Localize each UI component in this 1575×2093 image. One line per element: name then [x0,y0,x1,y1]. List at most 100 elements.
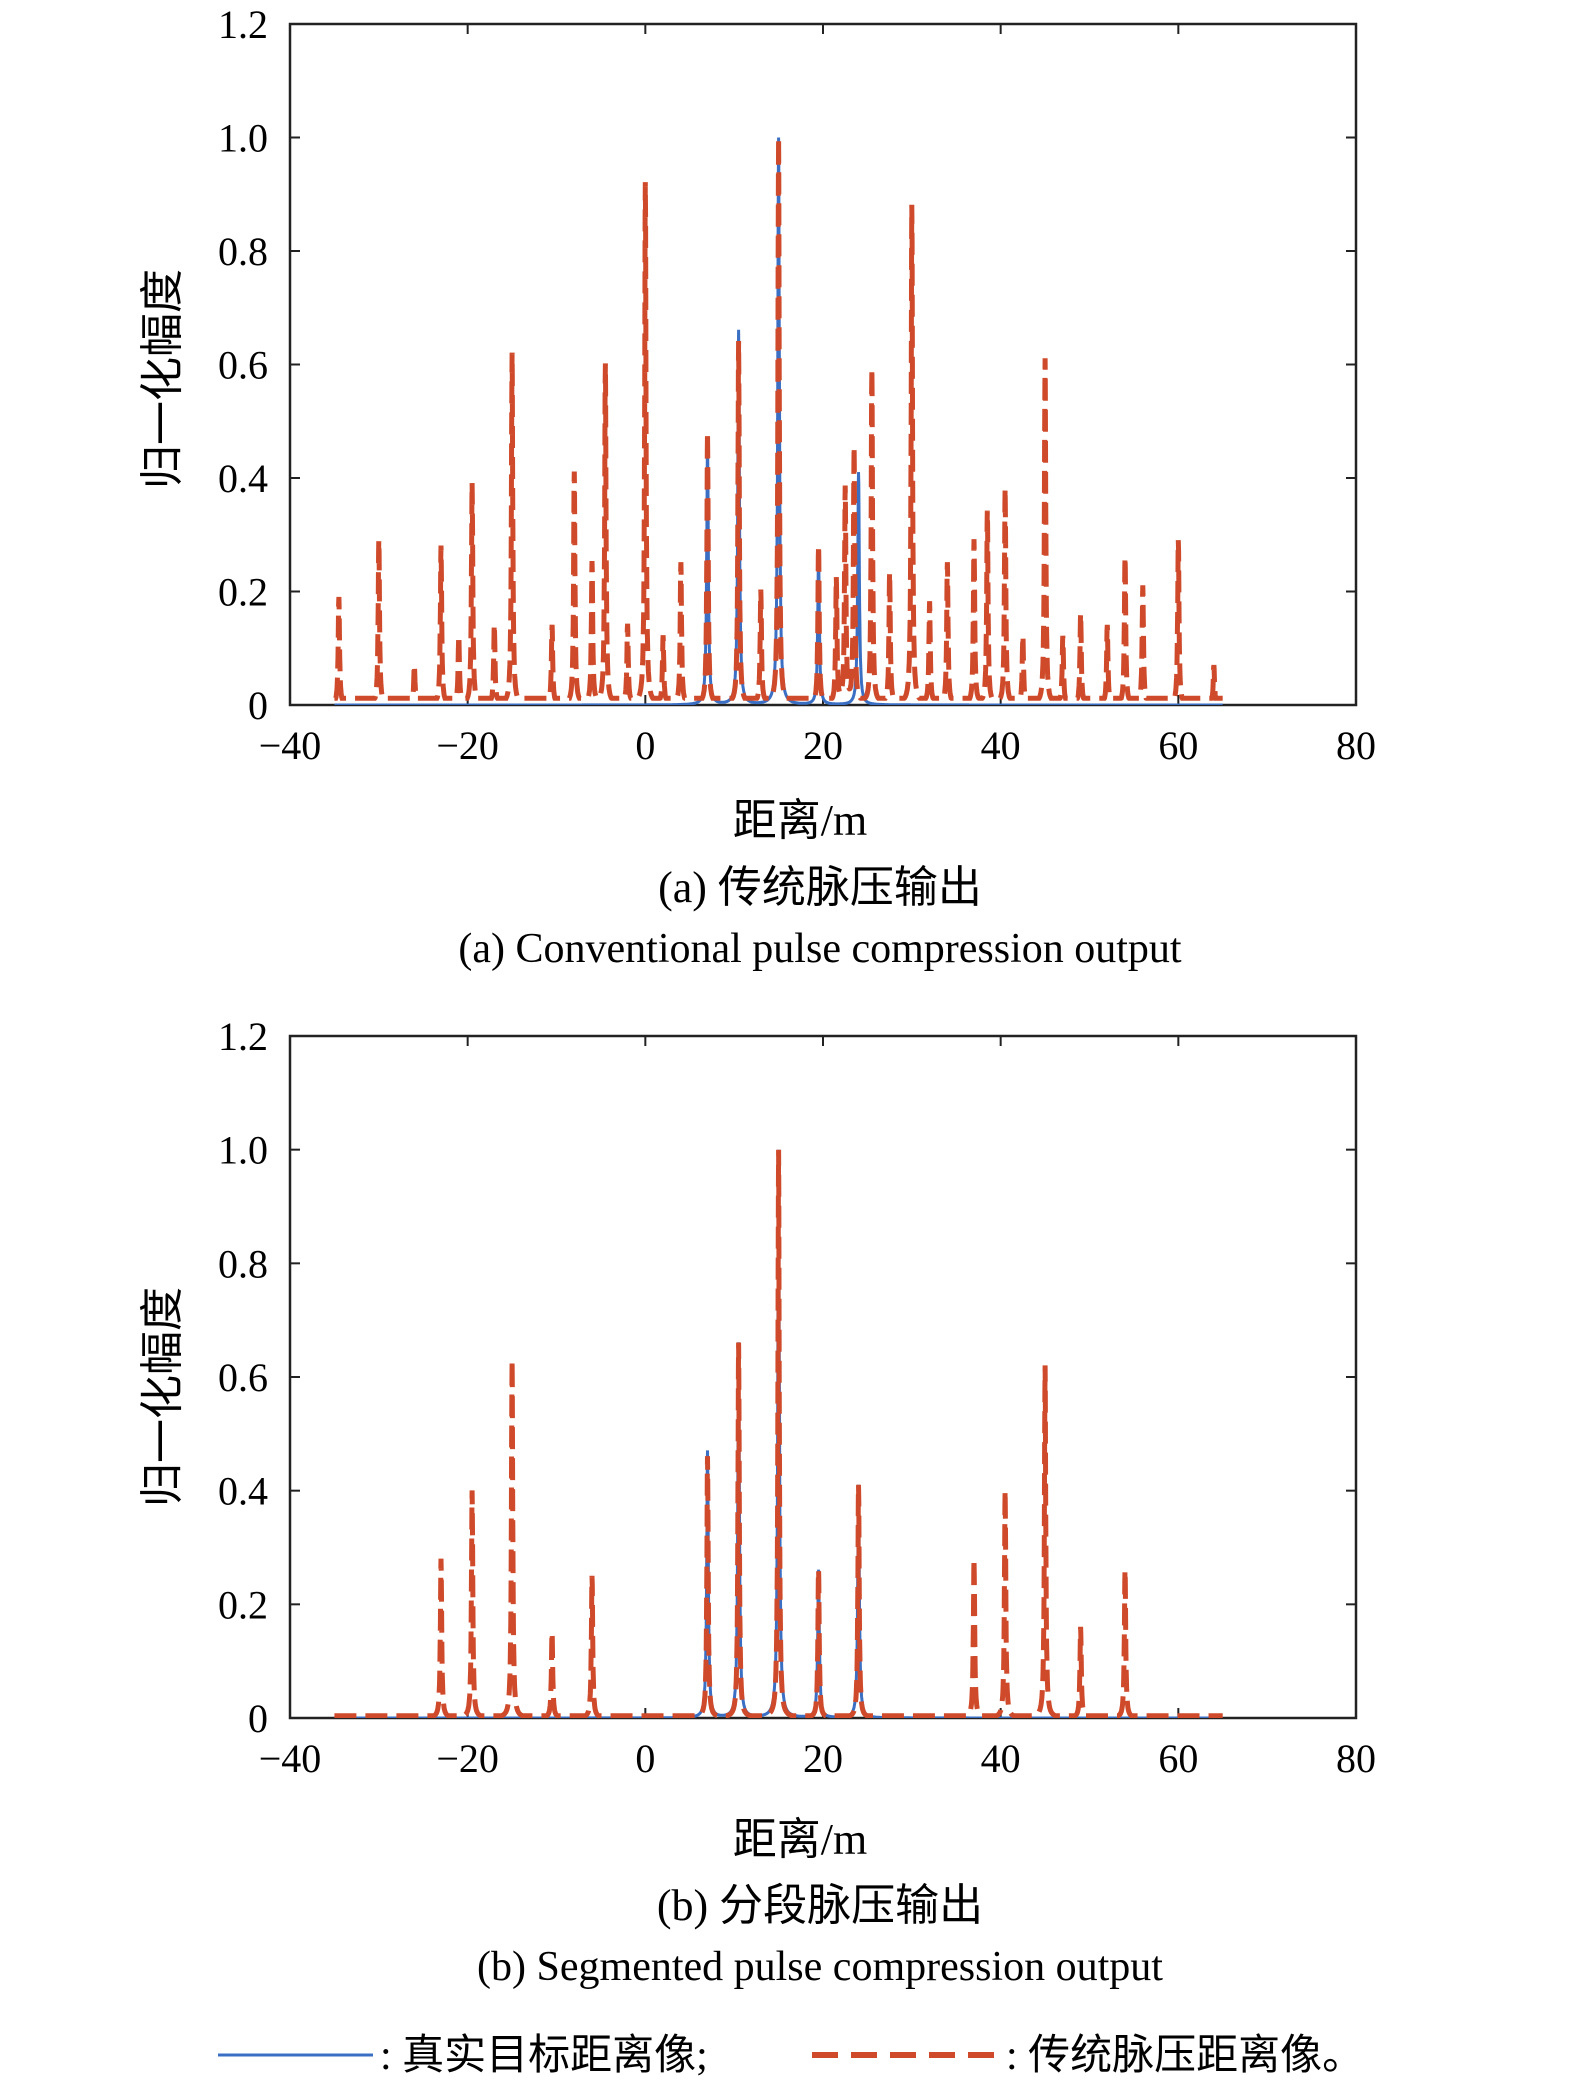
series-conventional-line [333,137,1223,701]
x-tick-label: 60 [1158,723,1198,768]
legend-conv-label: : 传统脉压距离像。 [1006,2032,1364,2079]
conventional-peak-point [707,432,708,433]
plot-frame [288,22,1358,707]
panel-b-plot-area: −40 −20 0 20 40 60 80 0 0.2 0.4 0.6 0.8 1.0 1.2 [218,1014,1376,1781]
y-tick-label: 0.6 [218,343,268,388]
y-tick-label: 0 [248,683,268,728]
conventional-peak-point [911,205,912,206]
conventional-peak-point [871,370,872,371]
conventional-peak-point [472,483,473,484]
conventional-peak-point [1022,636,1023,637]
conventional-peak-point [1080,614,1081,615]
conventional-peak-point [378,540,379,541]
conventional-peak-point [414,665,415,666]
x-tick-label: 20 [803,723,843,768]
conventional-peak-point [845,489,846,490]
conventional-peak-point [552,1632,553,1633]
conventional-peak-point [836,580,837,581]
conventional-peak-point [441,1558,442,1559]
conventional-peak-point [1062,636,1063,637]
conventional-peak-point [512,353,513,354]
conventional-peak-point [663,636,664,637]
conventional-peak-point [552,625,553,626]
y-tick-label: 1.2 [218,1014,268,1059]
conventional-peak-point [605,364,606,365]
x-tick-label: 80 [1336,723,1376,768]
y-tick-label: 0.2 [218,1582,268,1627]
conventional-peak-point [974,1558,975,1559]
panel-b-caption-cn: (b) 分段脉压输出 [657,1881,983,1930]
conventional-peak-point [472,1490,473,1491]
x-tick-label: 20 [803,1736,843,1781]
y-tick-label: 0.8 [218,229,268,274]
y-tick-label: 0.2 [218,570,268,615]
conventional-peak-point [760,591,761,592]
x-tick-label: −20 [436,1736,499,1781]
x-tick-label: 40 [981,1736,1021,1781]
conventional-peak-point [1142,585,1143,586]
conventional-peak-point [627,625,628,626]
panel-a: −40 −20 0 20 40 60 80 0 0.2 0.4 0.6 0.8 1.0 1.2 归一化幅度… [138,2,1376,972]
conventional-peak-point [858,1484,859,1485]
y-tick-label: 0.4 [218,1469,268,1514]
conventional-peak-point [1107,625,1108,626]
panel-a-xlabel: 距离/m [733,796,867,845]
true-peak-point [707,1450,708,1451]
plot-frame [288,1034,1358,1720]
y-tick-label: 1.2 [218,2,268,47]
x-tick-label: 40 [981,723,1021,768]
conventional-peak-point [974,540,975,541]
conventional-peak-point [441,546,442,547]
conventional-peak-point [707,1456,708,1457]
panel-a-plot-area: −40 −20 0 20 40 60 80 0 0.2 0.4 0.6 0.8 1.0 1.2 [218,2,1376,768]
true-peak-point [707,443,708,444]
conventional-peak-point [680,563,681,564]
conventional-peak-point [929,602,930,603]
conventional-peak-point [889,574,890,575]
conventional-peak-point [1213,665,1214,666]
y-tick-label: 0 [248,1696,268,1741]
conventional-peak-point [1045,1365,1046,1366]
x-tick-label: 80 [1336,1736,1376,1781]
y-tick-label: 0.4 [218,456,268,501]
panel-a-ylabel: 归一化幅度 [138,269,187,489]
conventional-peak-point [778,1149,779,1150]
conventional-peak-point [1080,1627,1081,1628]
conventional-peak-point [592,1575,593,1576]
conventional-peak-point [592,563,593,564]
conventional-peak-point [1178,540,1179,541]
x-tick-label: −40 [259,1736,322,1781]
conventional-peak-point [338,597,339,598]
conventional-peak-point [512,1359,513,1360]
true-peak-point [738,330,739,331]
panel-a-caption-cn: (a) 传统脉压输出 [658,863,982,912]
panel-a-caption-en: (a) Conventional pulse compression outpu… [458,926,1182,972]
conventional-peak-point [574,472,575,473]
conventional-peak-point [1005,1490,1006,1491]
conventional-peak-point [947,563,948,564]
x-tick-label: 0 [635,723,655,768]
conventional-peak-point [854,449,855,450]
legend-true-label: : 真实目标距离像; [380,2032,708,2079]
x-tick-label: −40 [259,723,322,768]
conventional-peak-point [494,625,495,626]
x-tick-label: 60 [1158,1736,1198,1781]
panel-b-caption-en: (b) Segmented pulse compression output [477,1944,1163,1990]
y-tick-label: 1.0 [218,116,268,161]
x-tick-label: −20 [436,723,499,768]
conventional-peak-point [1045,358,1046,359]
conventional-peak-point [738,1342,739,1343]
conventional-peak-point [778,137,779,138]
series-conventional-line [334,1149,1223,1718]
series-true-line [334,137,1223,705]
panel-b-xlabel: 距离/m [733,1815,867,1864]
conventional-peak-point [645,182,646,183]
y-tick-label: 0.8 [218,1241,268,1286]
y-tick-label: 0.6 [218,1355,268,1400]
y-tick-label: 1.0 [218,1128,268,1173]
conventional-peak-point [1005,489,1006,490]
conventional-peak-point [1125,1570,1126,1571]
conventional-peak-point [987,512,988,513]
true-peak-point [858,472,859,473]
